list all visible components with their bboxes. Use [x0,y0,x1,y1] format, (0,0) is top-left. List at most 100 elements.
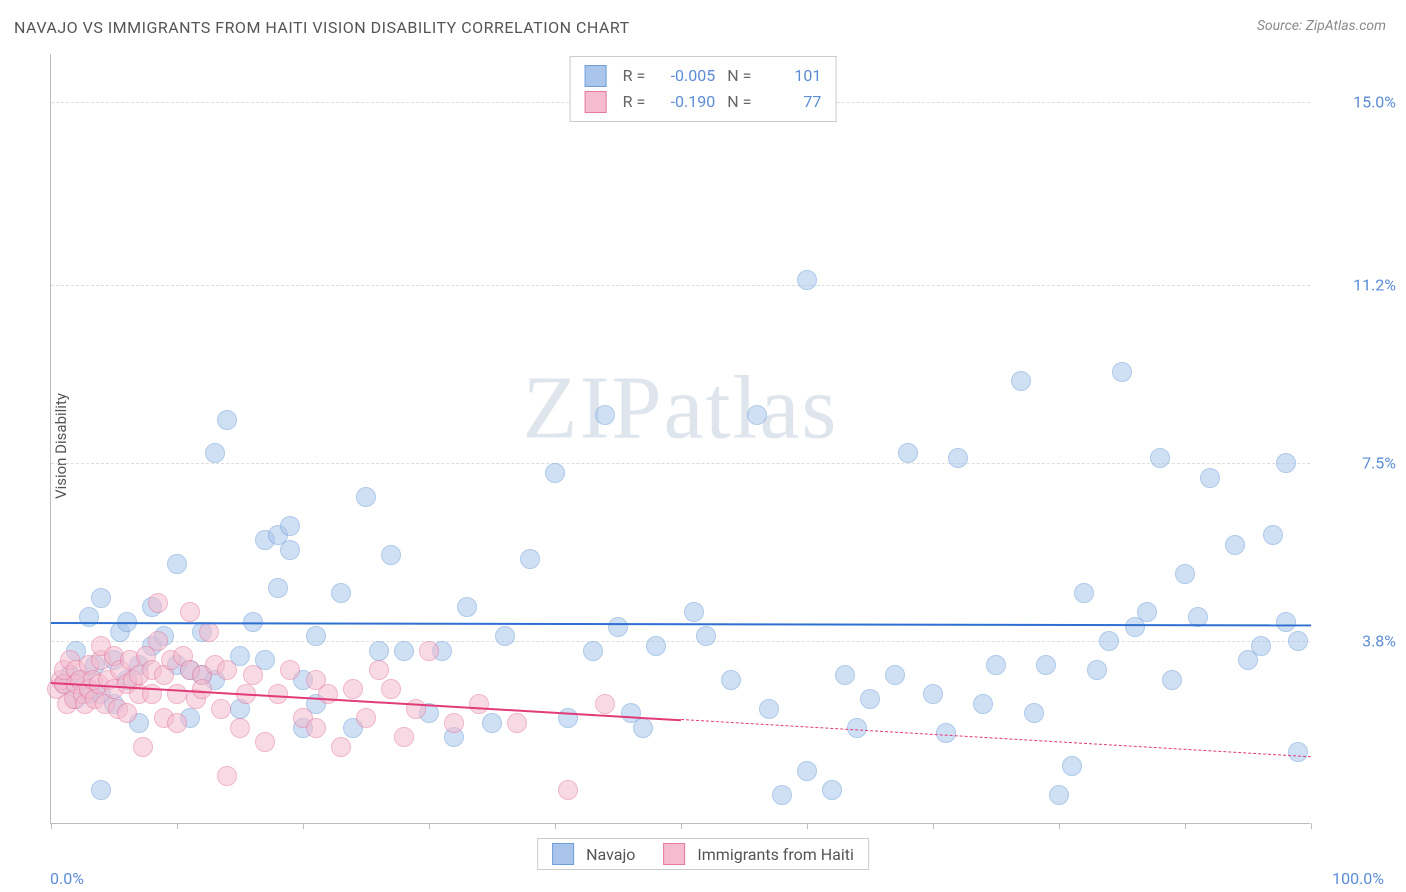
x-tick [1185,823,1186,829]
data-point [331,737,351,757]
data-point [192,679,212,699]
data-point [797,761,817,781]
n-value: 101 [763,63,821,89]
series-legend: Navajo Immigrants from Haiti [537,838,869,870]
series-swatch [552,843,574,865]
r-value: -0.190 [657,89,715,115]
n-label: N = [727,89,751,115]
data-point [898,443,918,463]
data-point [1251,636,1271,656]
stats-row: R =-0.005N =101 [585,63,822,89]
data-point [759,699,779,719]
data-point [318,684,338,704]
data-point [117,703,137,723]
data-point [331,583,351,603]
series-swatch [585,65,607,87]
x-tick [303,823,304,829]
data-point [1276,453,1296,473]
series-swatch [663,843,685,865]
trend-line [681,719,1311,757]
x-tick [555,823,556,829]
data-point [1276,612,1296,632]
source-attribution: Source: ZipAtlas.com [1257,18,1386,34]
data-point [406,699,426,719]
y-tick-label: 11.2% [1316,276,1396,295]
data-point [394,641,414,661]
data-point [1024,703,1044,723]
gridline [51,285,1310,286]
data-point [684,602,704,622]
data-point [280,660,300,680]
data-point [280,540,300,560]
data-point [419,641,439,661]
data-point [1225,535,1245,555]
data-point [1263,525,1283,545]
x-tick [177,823,178,829]
data-point [91,588,111,608]
data-point [558,780,578,800]
data-point [885,665,905,685]
data-point [545,463,565,483]
data-point [583,641,603,661]
data-point [1200,468,1220,488]
data-point [595,405,615,425]
data-point [646,636,666,656]
legend-item: Immigrants from Haiti [663,843,853,865]
data-point [507,713,527,733]
data-point [1137,602,1157,622]
x-tick [51,823,52,829]
legend-label: Navajo [586,845,635,864]
y-tick-label: 15.0% [1316,93,1396,112]
n-label: N = [727,63,751,89]
data-point [797,270,817,290]
data-point [747,405,767,425]
data-point [148,593,168,613]
data-point [1062,756,1082,776]
data-point [1036,655,1056,675]
r-label: R = [623,89,646,115]
y-tick-label: 3.8% [1316,632,1396,651]
data-point [280,516,300,536]
data-point [822,780,842,800]
data-point [369,641,389,661]
data-point [217,660,237,680]
data-point [633,718,653,738]
data-point [986,655,1006,675]
scatter-plot-area: ZIPatlas 3.8%7.5%11.2%15.0% [50,54,1310,824]
data-point [1074,583,1094,603]
data-point [1175,564,1195,584]
correlation-stats-box: R =-0.005N =101R =-0.190N =77 [570,56,837,122]
data-point [696,626,716,646]
data-point [205,443,225,463]
data-point [772,785,792,805]
data-point [1099,631,1119,651]
y-tick-label: 7.5% [1316,454,1396,473]
trend-line [51,622,1311,626]
data-point [343,679,363,699]
data-point [167,684,187,704]
data-point [457,597,477,617]
series-swatch [585,91,607,113]
data-point [217,410,237,430]
r-value: -0.005 [657,63,715,89]
legend-item: Navajo [552,843,635,865]
data-point [923,684,943,704]
data-point [268,578,288,598]
data-point [167,554,187,574]
data-point [948,448,968,468]
data-point [1011,371,1031,391]
data-point [936,723,956,743]
x-axis-min-label: 0.0% [50,869,84,888]
data-point [469,694,489,714]
data-point [973,694,993,714]
data-point [1112,362,1132,382]
n-value: 77 [763,89,821,115]
data-point [217,766,237,786]
data-point [167,713,187,733]
data-point [1288,631,1308,651]
data-point [91,780,111,800]
data-point [381,679,401,699]
x-tick [807,823,808,829]
legend-label: Immigrants from Haiti [697,845,853,864]
data-point [444,713,464,733]
